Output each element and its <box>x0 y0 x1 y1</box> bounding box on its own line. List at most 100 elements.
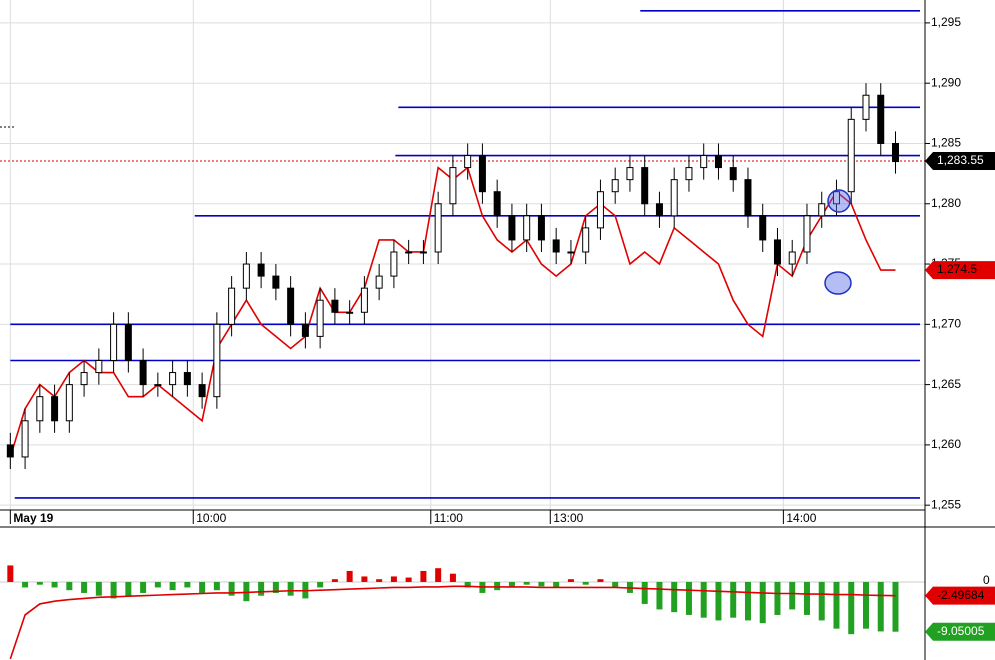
y-tick-label: 1,280 <box>931 196 961 210</box>
histogram-bar <box>449 573 456 582</box>
candle-body <box>508 215 516 241</box>
histogram-bar <box>154 581 161 588</box>
candle-body <box>729 167 737 181</box>
price-tag <box>925 151 995 170</box>
histogram-bar <box>346 570 353 582</box>
price-tag <box>925 586 995 605</box>
histogram-bar <box>656 581 663 610</box>
signal-line <box>9 585 896 660</box>
y-tick-label: 1,260 <box>931 437 961 451</box>
y-tick-label: 1,270 <box>931 316 961 330</box>
candle-body <box>759 215 767 241</box>
candle-body <box>655 203 663 217</box>
y-tick-label: 1,290 <box>931 75 961 89</box>
candle-body <box>552 239 560 253</box>
labels: 1,2551,2601,2651,2701,2751,2801,2851,290… <box>13 15 995 641</box>
histogram-bar <box>169 581 176 591</box>
histogram-bar <box>862 581 869 629</box>
x-tick-label: 13:00 <box>553 511 583 525</box>
plot <box>0 10 925 660</box>
candle-body <box>301 323 309 337</box>
price-tag-label: 1,274.5 <box>937 262 977 276</box>
price-tag <box>925 622 995 641</box>
candle-body <box>95 359 103 374</box>
candle-body <box>331 299 339 313</box>
candle-body <box>228 287 236 325</box>
histogram-bar <box>317 581 324 588</box>
candle-body <box>6 444 14 458</box>
histogram-bar <box>361 576 368 582</box>
candle-body <box>390 251 398 277</box>
candle-body <box>51 396 59 422</box>
candle-body <box>257 263 265 277</box>
histogram-bar <box>140 581 147 593</box>
histogram-bar <box>376 579 383 582</box>
candle-body <box>641 167 649 205</box>
histogram-bar <box>7 565 14 582</box>
histogram-bar <box>36 581 43 585</box>
candle-body <box>213 323 221 398</box>
histogram-bar <box>184 581 191 588</box>
candle-body <box>375 275 383 289</box>
candle-body <box>685 167 693 181</box>
candle-body <box>803 215 811 253</box>
highlight-circle <box>827 189 851 213</box>
candle-body <box>272 275 280 289</box>
histogram-bar <box>508 581 515 588</box>
histogram-bar <box>597 579 604 582</box>
candle-body <box>360 287 368 313</box>
histogram-bar <box>51 581 58 588</box>
histogram-bar <box>833 581 840 629</box>
histogram-bar <box>715 581 722 621</box>
histogram-bar <box>125 581 132 596</box>
histogram-bar <box>700 581 707 618</box>
y-tick-label: 0 <box>983 573 990 587</box>
histogram-bar <box>641 581 648 604</box>
candle-body <box>862 94 870 120</box>
candle-body <box>198 384 206 398</box>
candle-body <box>242 263 250 289</box>
candle-body <box>670 179 678 217</box>
histogram-bar <box>390 576 397 582</box>
candle-body <box>449 167 457 205</box>
candle-body <box>124 323 132 361</box>
histogram-bar <box>110 581 117 599</box>
candle-body <box>537 215 545 241</box>
y-tick-label: 1,255 <box>931 497 961 511</box>
candle-body <box>434 203 442 253</box>
histogram-bar <box>464 581 471 588</box>
y-tick-label: 1,265 <box>931 377 961 391</box>
candle-body <box>464 155 472 169</box>
candle-body <box>832 191 840 205</box>
histogram-bar <box>612 581 619 588</box>
histogram-bar <box>81 581 88 593</box>
histogram-bar <box>848 581 855 635</box>
x-tick-label: 10:00 <box>196 511 226 525</box>
histogram-bar <box>523 581 530 585</box>
x-tick-label: 14:00 <box>786 511 816 525</box>
candle-body <box>139 359 147 386</box>
candle-body <box>626 167 634 181</box>
histogram-bar <box>789 581 796 610</box>
histogram-bar <box>877 581 884 632</box>
histogram-bar <box>582 581 589 585</box>
histogram-bar <box>435 568 442 582</box>
x-tick-label: May 19 <box>13 511 53 525</box>
histogram-bar <box>66 581 73 591</box>
histogram-bar <box>494 581 501 591</box>
candle-body <box>169 372 177 386</box>
histogram-bar <box>258 581 265 596</box>
histogram-bar <box>538 581 545 587</box>
candle-body <box>567 251 575 254</box>
histogram-bar <box>818 581 825 621</box>
histogram-bar <box>22 581 29 588</box>
candle-body <box>287 287 295 325</box>
histogram-bar <box>405 577 412 582</box>
candle-body <box>891 142 899 163</box>
histogram-bar <box>243 581 250 602</box>
candle-body <box>523 215 531 241</box>
histogram-bar <box>892 581 899 632</box>
candle-body <box>316 299 324 337</box>
